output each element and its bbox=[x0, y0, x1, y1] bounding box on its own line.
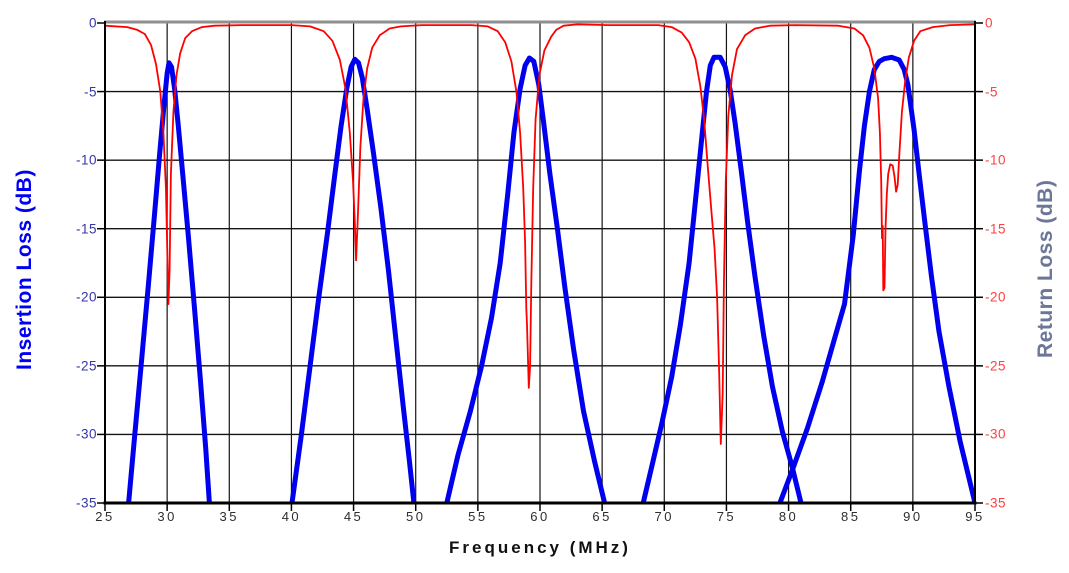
y-tick-label-right: -25 bbox=[985, 358, 1007, 374]
x-tick-label: 55 bbox=[468, 509, 488, 524]
y-tick-label-left: -5 bbox=[83, 84, 97, 100]
y-axis-title-left: Insertion Loss (dB) bbox=[13, 169, 36, 370]
x-tick-label: 95 bbox=[965, 509, 985, 524]
x-tick-label: 40 bbox=[281, 509, 302, 524]
insertion-loss-curve bbox=[289, 56, 417, 503]
y-tick-label-left: -20 bbox=[75, 289, 97, 305]
y-tick-label-left: -10 bbox=[75, 152, 97, 168]
return-loss-curve bbox=[105, 23, 975, 445]
y-tick-label-right: -5 bbox=[985, 84, 999, 100]
x-tick-label: 25 bbox=[95, 509, 115, 524]
y-tick-label-right: -10 bbox=[985, 152, 1007, 168]
y-tick-label-left: -15 bbox=[75, 221, 97, 237]
y-tick-label-left: 0 bbox=[88, 15, 97, 31]
x-tick-label: 60 bbox=[530, 509, 550, 524]
insertion-loss-curve bbox=[444, 55, 608, 503]
x-tick-label: 65 bbox=[592, 509, 612, 524]
x-tick-label: 75 bbox=[716, 509, 737, 524]
x-tick-label: 30 bbox=[157, 509, 177, 524]
x-tick-label: 90 bbox=[903, 509, 923, 524]
y-axis-title-right: Return Loss (dB) bbox=[1034, 179, 1057, 358]
x-tick-label: 35 bbox=[219, 509, 240, 524]
y-tick-label-right: -15 bbox=[985, 221, 1007, 237]
x-tick-label: 70 bbox=[654, 509, 675, 524]
x-tick-label: 85 bbox=[840, 509, 861, 524]
insertion-loss-curve bbox=[777, 54, 975, 503]
y-tick-label-left: -35 bbox=[75, 495, 97, 511]
x-tick-label: 80 bbox=[778, 509, 799, 524]
y-tick-label-right: 0 bbox=[985, 15, 994, 31]
insertion-loss-curve bbox=[126, 60, 212, 503]
x-tick-label: 50 bbox=[405, 509, 426, 524]
y-tick-label-left: -25 bbox=[75, 358, 97, 374]
x-axis-title: Frequency (MHz) bbox=[449, 538, 631, 557]
y-tick-label-left: -30 bbox=[75, 426, 97, 442]
y-tick-label-right: -20 bbox=[985, 289, 1007, 305]
insertion-loss-curve bbox=[640, 54, 804, 503]
y-tick-label-right: -30 bbox=[985, 426, 1007, 442]
x-tick-label: 45 bbox=[343, 509, 364, 524]
y-tick-label-right: -35 bbox=[985, 495, 1007, 511]
